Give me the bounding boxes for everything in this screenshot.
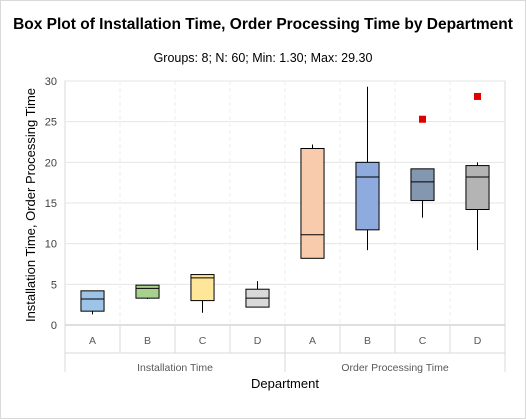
category-label: C: [199, 335, 207, 347]
y-tick-label: 0: [51, 320, 57, 332]
category-label: C: [419, 335, 427, 347]
category-label: D: [254, 335, 262, 347]
y-tick-label: 15: [45, 198, 57, 210]
group-label: Order Processing Time: [341, 362, 449, 374]
axes: 0 5 10 15 20 25 30 A B C D A B C D Installation Time Ord…: [45, 76, 506, 374]
iqr-box: [190, 274, 215, 302]
box-installation-time-a: [80, 290, 105, 315]
box-order-processing-time-b: [355, 86, 380, 251]
outlier-point: [474, 92, 481, 100]
chart-subtitle: Groups: 8; N: 60; Min: 1.30; Max: 29.30: [153, 51, 373, 65]
box-order-processing-time-c: [410, 115, 435, 218]
y-tick-label: 30: [45, 76, 57, 88]
y-axis-title: Installation Time, Order Processing Time: [23, 88, 38, 322]
outlier-point: [419, 115, 426, 123]
category-label: A: [309, 335, 316, 347]
box-installation-time-b: [135, 284, 160, 299]
y-tick-label: 5: [51, 279, 57, 291]
gridlines: [64, 80, 506, 326]
group-label: Installation Time: [137, 362, 213, 374]
y-tick-label: 25: [45, 117, 57, 129]
iqr-box: [355, 161, 380, 231]
iqr-box: [465, 165, 490, 211]
box-order-processing-time-a: [300, 144, 325, 259]
category-label: B: [144, 335, 151, 347]
category-label: D: [474, 335, 482, 347]
iqr-box: [410, 168, 435, 202]
box-order-processing-time-d: [465, 92, 490, 251]
boxes: [80, 86, 490, 315]
x-axis-title: Department: [251, 376, 319, 391]
category-label: A: [89, 335, 96, 347]
y-tick-label: 20: [45, 157, 57, 169]
y-tick-label: 10: [45, 239, 57, 251]
box-installation-time-c: [190, 274, 215, 313]
box-installation-time-d: [245, 281, 270, 308]
iqr-box: [300, 148, 325, 259]
category-label: B: [364, 335, 371, 347]
chart-title: Box Plot of Installation Time, Order Pro…: [13, 16, 513, 33]
iqr-box: [80, 290, 105, 312]
iqr-box: [135, 284, 160, 299]
